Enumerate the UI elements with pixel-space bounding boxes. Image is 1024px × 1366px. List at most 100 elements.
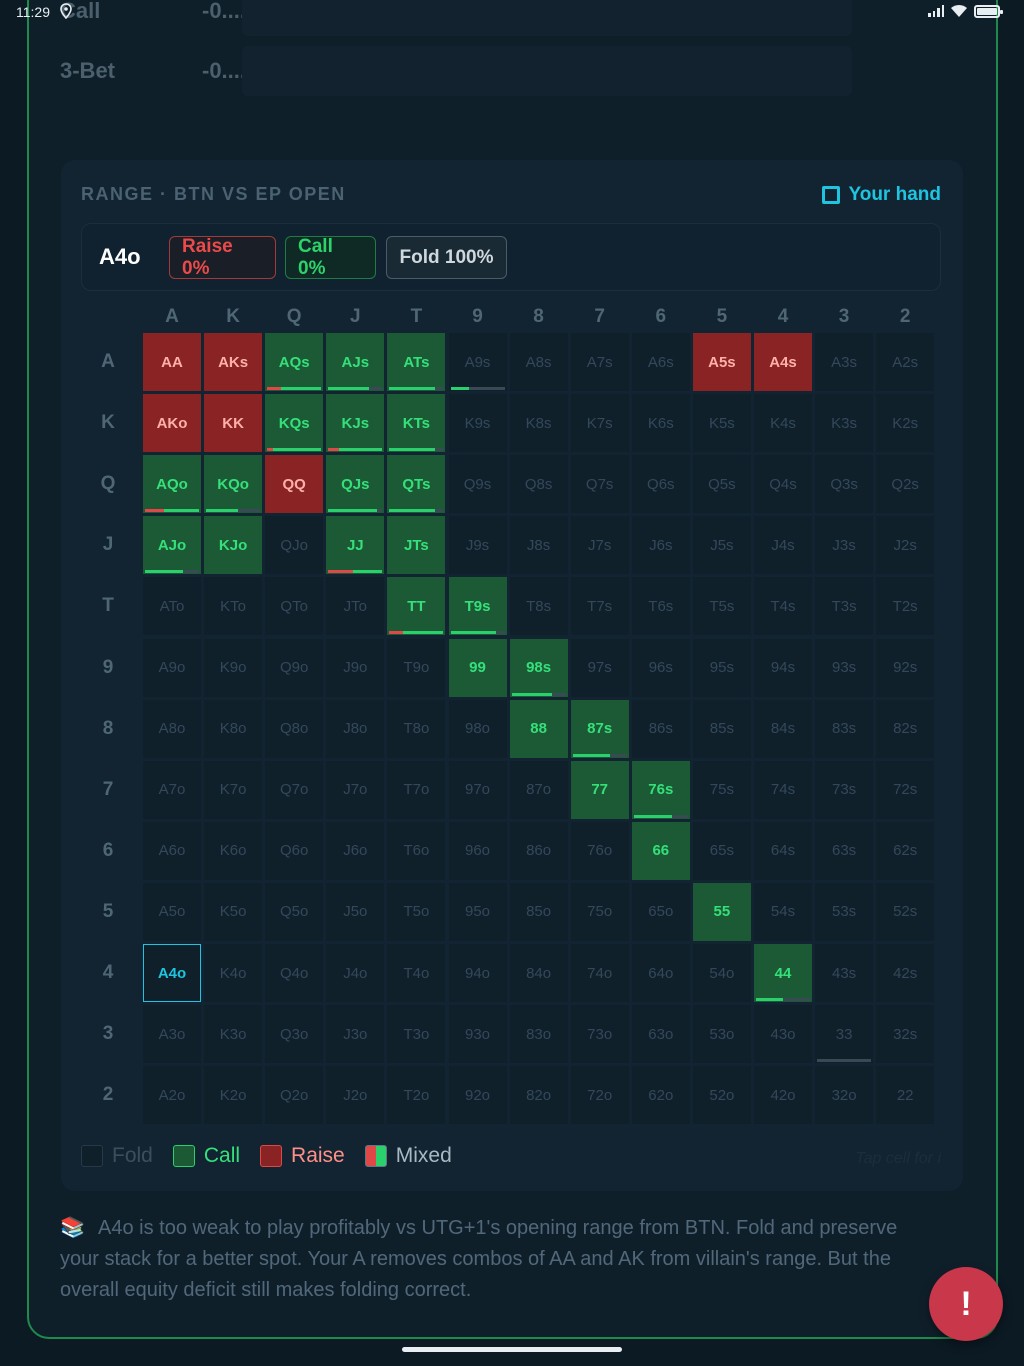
range-cell-42o[interactable]: 42o <box>754 1066 812 1125</box>
range-cell-J6s[interactable]: J6s <box>631 516 690 575</box>
range-cell-T8s[interactable]: T8s <box>509 577 568 636</box>
range-cell-A3o[interactable]: A3o <box>143 1005 201 1064</box>
range-cell-Q6o[interactable]: Q6o <box>265 821 324 880</box>
range-cell-J6o[interactable]: J6o <box>326 821 385 880</box>
range-cell-ATs[interactable]: ATs <box>387 333 446 391</box>
range-cell-K5s[interactable]: K5s <box>692 394 751 453</box>
range-cell-95o[interactable]: 95o <box>448 882 507 941</box>
range-cell-AA[interactable]: AA <box>143 333 201 391</box>
range-cell-94o[interactable]: 94o <box>448 944 507 1002</box>
range-cell-QTo[interactable]: QTo <box>265 577 324 636</box>
range-cell-K9o[interactable]: K9o <box>204 638 263 697</box>
range-cell-KQs[interactable]: KQs <box>265 394 324 453</box>
range-cell-K3o[interactable]: K3o <box>204 1005 263 1064</box>
range-cell-J3o[interactable]: J3o <box>326 1005 385 1064</box>
range-cell-A8s[interactable]: A8s <box>509 333 568 391</box>
range-cell-65s[interactable]: 65s <box>692 821 751 880</box>
range-cell-85o[interactable]: 85o <box>509 882 568 941</box>
range-cell-J7o[interactable]: J7o <box>326 760 385 819</box>
range-cell-AJo[interactable]: AJo <box>143 516 201 575</box>
range-cell-ATo[interactable]: ATo <box>143 577 201 636</box>
range-cell-64s[interactable]: 64s <box>754 821 812 880</box>
range-cell-J9s[interactable]: J9s <box>448 516 507 575</box>
range-cell-55[interactable]: 55 <box>692 882 751 941</box>
range-cell-72o[interactable]: 72o <box>570 1066 629 1125</box>
range-cell-T9o[interactable]: T9o <box>387 638 446 697</box>
range-cell-Q4s[interactable]: Q4s <box>754 455 812 514</box>
range-cell-62o[interactable]: 62o <box>631 1066 690 1125</box>
range-cell-84o[interactable]: 84o <box>509 944 568 1002</box>
range-cell-63s[interactable]: 63s <box>815 821 874 880</box>
range-cell-K3s[interactable]: K3s <box>815 394 874 453</box>
range-cell-76s[interactable]: 76s <box>631 760 690 819</box>
range-cell-A9o[interactable]: A9o <box>143 638 201 697</box>
range-cell-T3s[interactable]: T3s <box>815 577 874 636</box>
range-cell-99[interactable]: 99 <box>448 638 507 697</box>
range-cell-K2o[interactable]: K2o <box>204 1066 263 1125</box>
range-cell-42s[interactable]: 42s <box>876 944 935 1002</box>
range-cell-97o[interactable]: 97o <box>448 760 507 819</box>
range-cell-82s[interactable]: 82s <box>876 699 935 758</box>
range-cell-Q4o[interactable]: Q4o <box>265 944 324 1002</box>
range-cell-K4s[interactable]: K4s <box>754 394 812 453</box>
range-cell-74s[interactable]: 74s <box>754 760 812 819</box>
range-cell-83s[interactable]: 83s <box>815 699 874 758</box>
range-cell-J3s[interactable]: J3s <box>815 516 874 575</box>
range-cell-Q2s[interactable]: Q2s <box>876 455 935 514</box>
range-cell-T2o[interactable]: T2o <box>387 1066 446 1125</box>
range-cell-53s[interactable]: 53s <box>815 882 874 941</box>
range-cell-66[interactable]: 66 <box>631 821 690 880</box>
range-cell-J7s[interactable]: J7s <box>570 516 629 575</box>
range-cell-KJs[interactable]: KJs <box>326 394 385 453</box>
range-cell-T5o[interactable]: T5o <box>387 882 446 941</box>
range-cell-A2o[interactable]: A2o <box>143 1066 201 1125</box>
range-cell-Q9o[interactable]: Q9o <box>265 638 324 697</box>
range-cell-96o[interactable]: 96o <box>448 821 507 880</box>
range-cell-T4s[interactable]: T4s <box>754 577 812 636</box>
range-cell-76o[interactable]: 76o <box>570 821 629 880</box>
range-cell-A8o[interactable]: A8o <box>143 699 201 758</box>
range-cell-K6o[interactable]: K6o <box>204 821 263 880</box>
range-cell-K2s[interactable]: K2s <box>876 394 935 453</box>
range-cell-Q5s[interactable]: Q5s <box>692 455 751 514</box>
range-cell-52s[interactable]: 52s <box>876 882 935 941</box>
range-cell-T2s[interactable]: T2s <box>876 577 935 636</box>
range-cell-93s[interactable]: 93s <box>815 638 874 697</box>
range-cell-75o[interactable]: 75o <box>570 882 629 941</box>
range-cell-85s[interactable]: 85s <box>692 699 751 758</box>
range-cell-43s[interactable]: 43s <box>815 944 874 1002</box>
range-cell-A4o[interactable]: A4o <box>143 944 201 1002</box>
range-cell-Q3s[interactable]: Q3s <box>815 455 874 514</box>
range-cell-KTs[interactable]: KTs <box>387 394 446 453</box>
range-cell-Q8o[interactable]: Q8o <box>265 699 324 758</box>
range-cell-96s[interactable]: 96s <box>631 638 690 697</box>
range-cell-Q2o[interactable]: Q2o <box>265 1066 324 1125</box>
range-cell-QTs[interactable]: QTs <box>387 455 446 514</box>
range-cell-A5o[interactable]: A5o <box>143 882 201 941</box>
range-cell-A7o[interactable]: A7o <box>143 760 201 819</box>
range-cell-J8o[interactable]: J8o <box>326 699 385 758</box>
range-cell-T7s[interactable]: T7s <box>570 577 629 636</box>
range-cell-54s[interactable]: 54s <box>754 882 812 941</box>
range-cell-98s[interactable]: 98s <box>509 638 568 697</box>
range-cell-QJo[interactable]: QJo <box>265 516 324 575</box>
range-cell-98o[interactable]: 98o <box>448 699 507 758</box>
range-cell-44[interactable]: 44 <box>754 944 812 1002</box>
range-cell-64o[interactable]: 64o <box>631 944 690 1002</box>
range-cell-T6o[interactable]: T6o <box>387 821 446 880</box>
range-cell-32s[interactable]: 32s <box>876 1005 935 1064</box>
range-cell-Q9s[interactable]: Q9s <box>448 455 507 514</box>
range-cell-A6s[interactable]: A6s <box>631 333 690 391</box>
range-cell-K9s[interactable]: K9s <box>448 394 507 453</box>
range-cell-T5s[interactable]: T5s <box>692 577 751 636</box>
range-cell-T6s[interactable]: T6s <box>631 577 690 636</box>
range-cell-87s[interactable]: 87s <box>570 699 629 758</box>
range-cell-53o[interactable]: 53o <box>692 1005 751 1064</box>
range-cell-54o[interactable]: 54o <box>692 944 751 1002</box>
range-cell-75s[interactable]: 75s <box>692 760 751 819</box>
range-cell-KQo[interactable]: KQo <box>204 455 263 514</box>
report-issue-button[interactable]: ! <box>929 1267 1003 1341</box>
range-cell-AQs[interactable]: AQs <box>265 333 324 391</box>
range-cell-Q7o[interactable]: Q7o <box>265 760 324 819</box>
range-cell-74o[interactable]: 74o <box>570 944 629 1002</box>
